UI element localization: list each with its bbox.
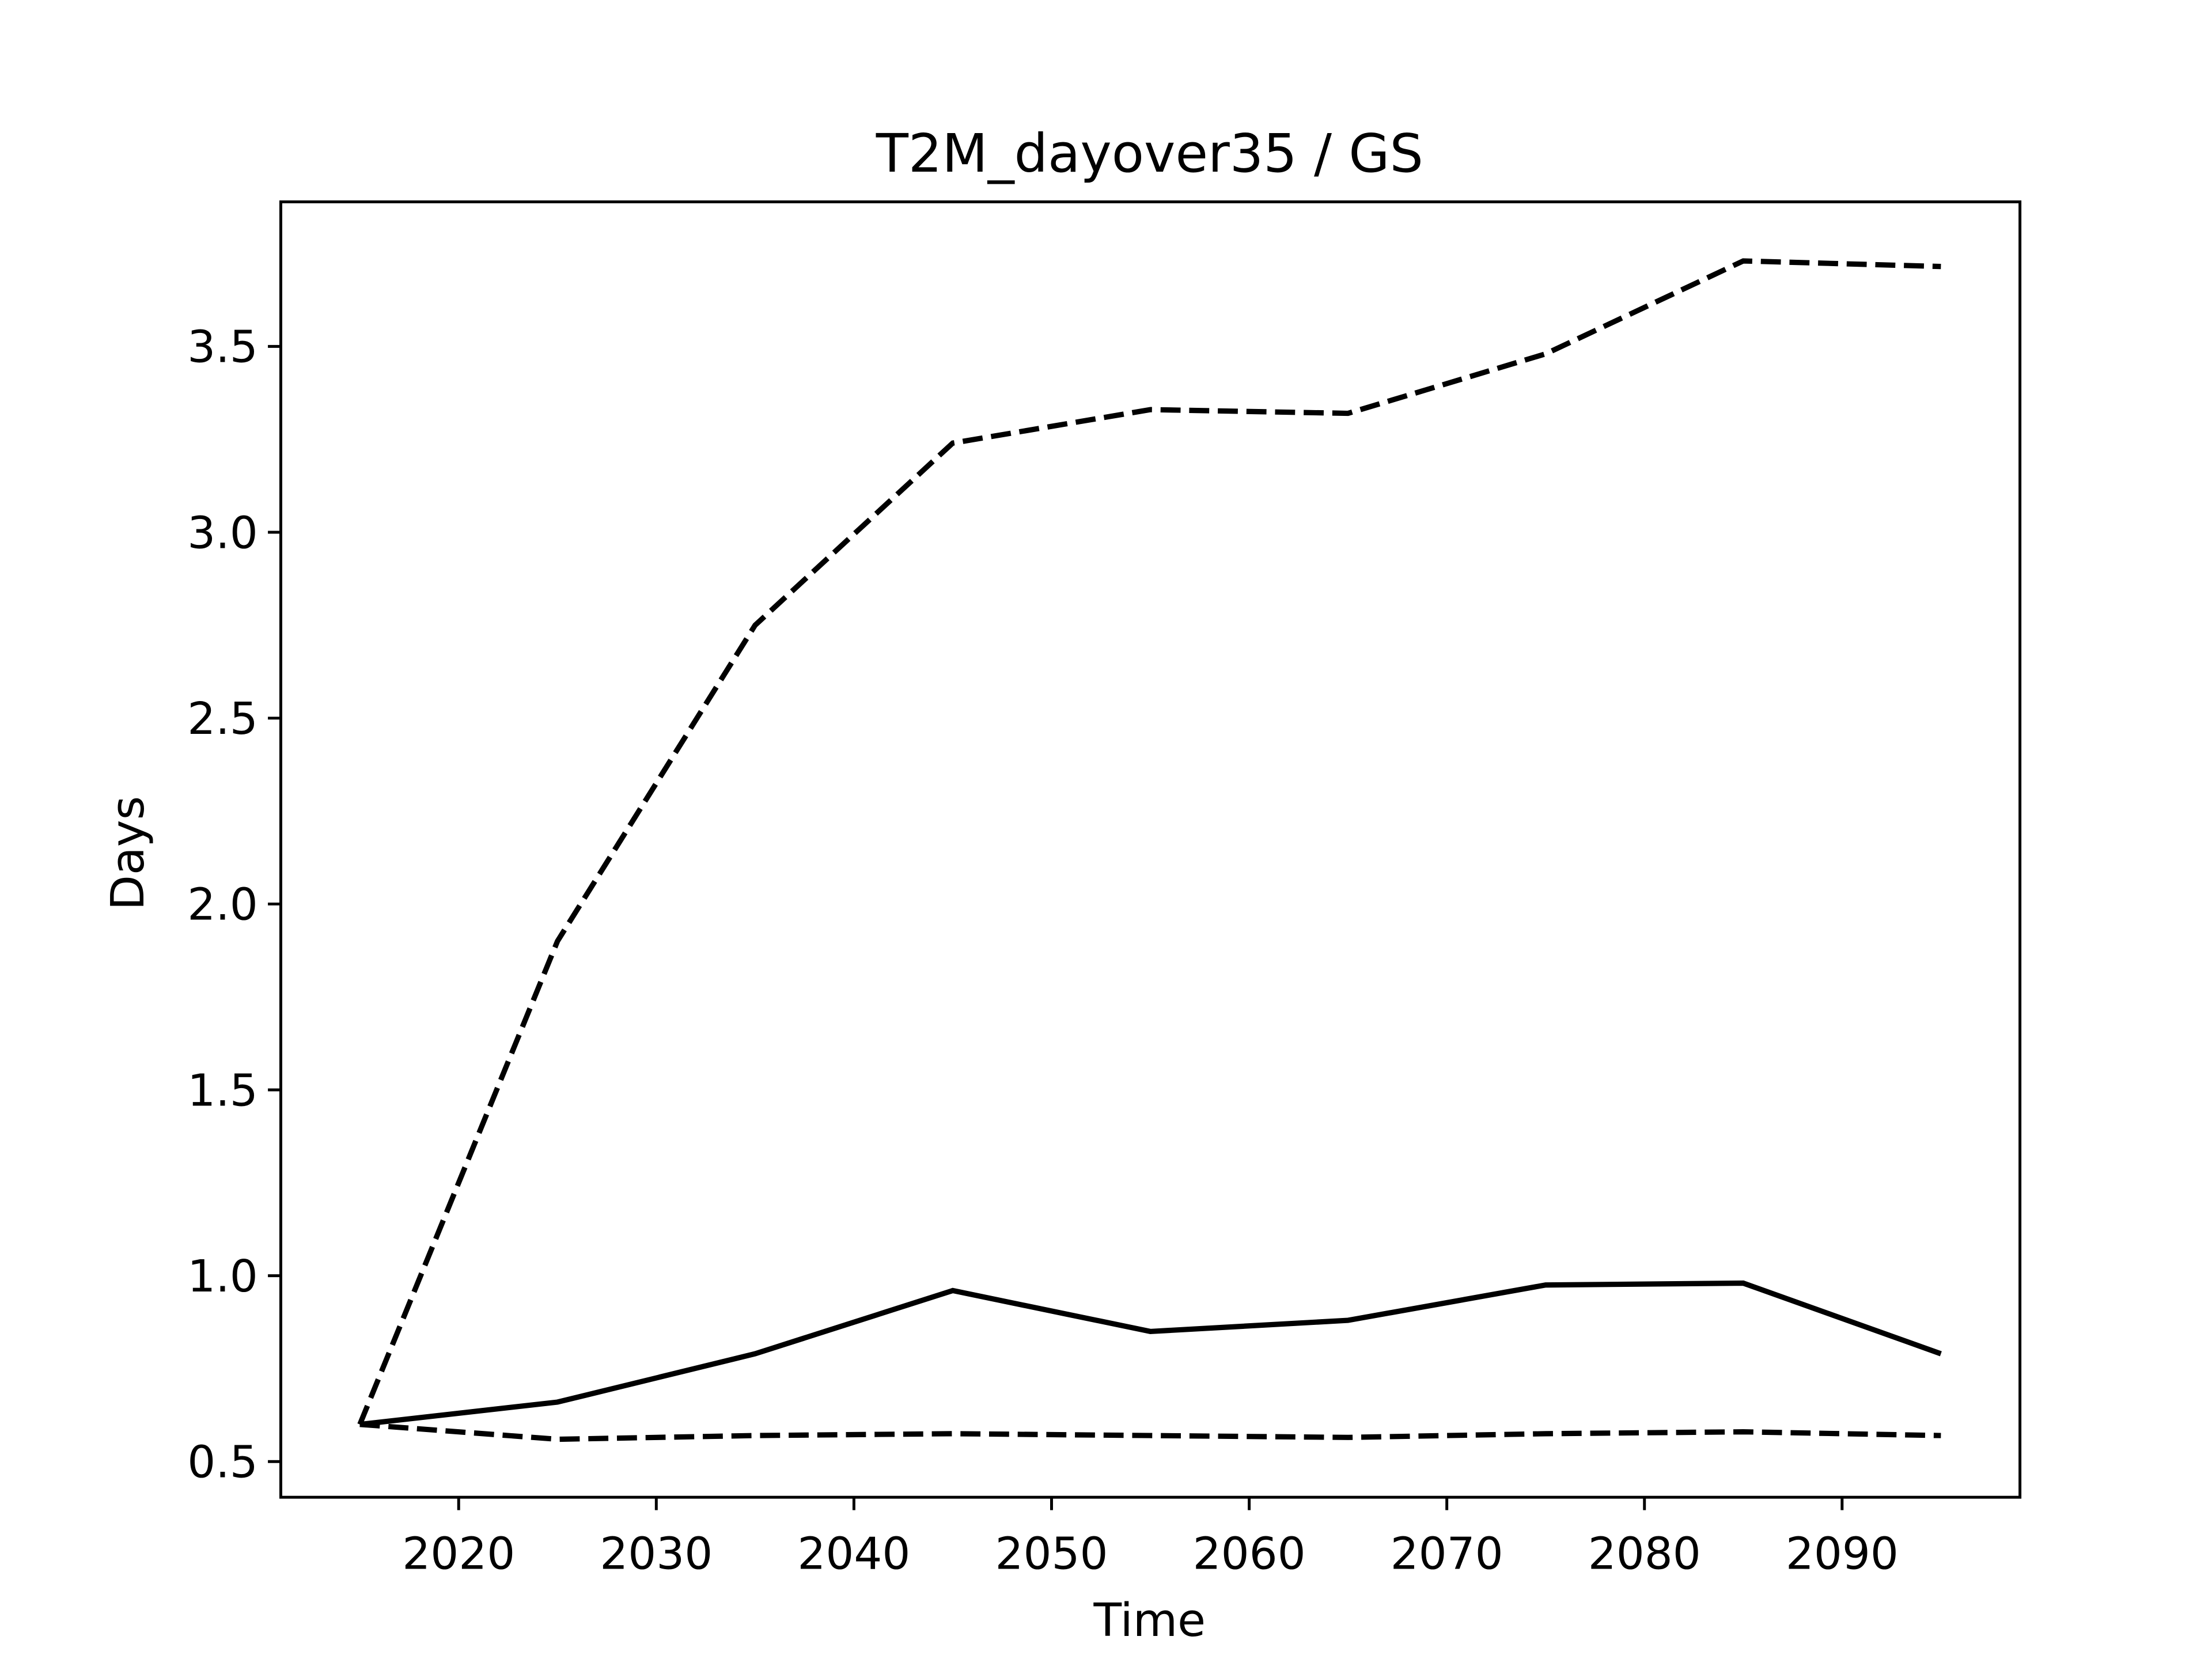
series-line — [357, 258, 1941, 1426]
x-tick-label: 2040 — [797, 1528, 910, 1580]
x-tick-label: 2090 — [1786, 1528, 1899, 1580]
series-line — [359, 1422, 1941, 1442]
x-tick-label: 2080 — [1588, 1528, 1701, 1580]
series-line — [359, 1280, 1942, 1427]
y-tick-label: 3.5 — [187, 321, 257, 373]
y-tick-label: 1.0 — [187, 1251, 257, 1302]
y-tick-label: 2.5 — [187, 693, 257, 745]
y-tick-label: 0.5 — [187, 1437, 257, 1488]
y-tick-label: 3.0 — [187, 507, 257, 559]
x-tick-label: 2020 — [402, 1528, 515, 1580]
x-tick-label: 2060 — [1193, 1528, 1306, 1580]
y-tick-label: 1.5 — [187, 1065, 257, 1116]
chart-title: T2M_dayover35 / GS — [876, 123, 1423, 184]
x-tick-label: 2030 — [600, 1528, 713, 1580]
y-tick-label: 2.0 — [187, 879, 257, 931]
x-tick-label: 2050 — [995, 1528, 1108, 1580]
y-axis-label: Days — [101, 796, 154, 910]
x-tick-label: 2070 — [1391, 1528, 1503, 1580]
x-axis-label: Time — [1093, 1593, 1206, 1647]
plot-frame — [279, 200, 2022, 1499]
